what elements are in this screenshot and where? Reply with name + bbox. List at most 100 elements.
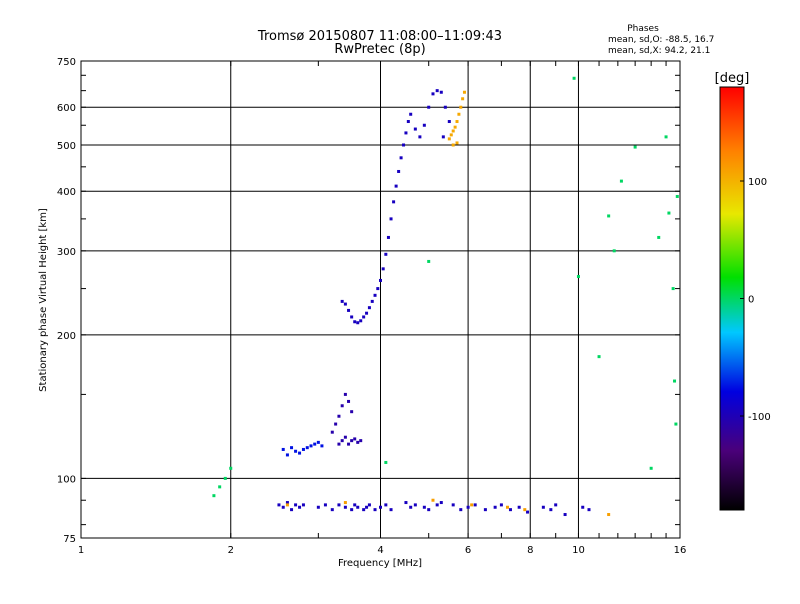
data-point	[343, 435, 347, 439]
data-point	[563, 513, 567, 517]
y-tick-labels: 75 100 200 300 400 500 600 750	[57, 57, 76, 545]
colorbar-label: [deg]	[715, 71, 750, 86]
data-point	[587, 508, 591, 512]
data-point	[422, 123, 426, 127]
data-point	[394, 184, 398, 188]
y-tick-label: 300	[57, 247, 76, 258]
x-tick-labels: 1 2 4 6 8 10 16	[78, 545, 687, 556]
data-point	[353, 320, 357, 324]
data-point	[455, 141, 459, 145]
data-point	[334, 422, 338, 426]
data-point	[657, 235, 661, 239]
data-point	[439, 501, 443, 505]
data-point	[301, 503, 305, 507]
data-point	[649, 466, 653, 470]
data-point	[447, 137, 451, 141]
data-point	[526, 510, 530, 514]
data-point	[633, 145, 637, 149]
data-point	[447, 120, 451, 124]
x-tick-label: 10	[572, 545, 585, 556]
data-point	[229, 466, 233, 470]
data-point	[376, 287, 380, 291]
data-point	[505, 505, 509, 509]
data-point	[298, 505, 302, 509]
data-point	[470, 503, 474, 507]
data-point	[409, 505, 413, 509]
y-tick-label: 750	[57, 57, 76, 68]
stats-line-x: mean, sd,X: 94.2, 21.1	[608, 46, 710, 56]
data-point	[298, 451, 302, 455]
data-point	[350, 410, 354, 414]
data-point	[392, 200, 396, 204]
colorbar-tick-label: 0	[748, 295, 754, 306]
x-axis-label: Frequency [MHz]	[338, 558, 422, 569]
data-point	[362, 508, 366, 512]
data-point	[435, 89, 439, 93]
data-point	[612, 249, 616, 253]
data-point	[576, 275, 580, 279]
data-point	[277, 503, 281, 507]
data-point	[294, 503, 298, 507]
y-tick-label: 75	[63, 534, 76, 545]
data-point	[418, 135, 422, 139]
data-point	[285, 453, 289, 457]
x-tick-label: 6	[465, 545, 471, 556]
data-point	[389, 217, 393, 221]
data-point	[337, 442, 341, 446]
data-point	[667, 211, 671, 215]
data-point	[285, 503, 289, 507]
data-point	[330, 430, 334, 434]
x-tick-label: 2	[228, 545, 234, 556]
data-point	[356, 321, 360, 325]
data-point	[431, 92, 435, 96]
data-point	[290, 446, 294, 450]
x-tick-label: 1	[78, 545, 84, 556]
data-point	[422, 505, 426, 509]
data-point	[316, 440, 320, 444]
data-point	[462, 90, 466, 94]
data-point	[413, 127, 417, 131]
data-point	[399, 156, 403, 160]
data-point	[367, 503, 371, 507]
data-point	[343, 501, 347, 505]
data-point	[340, 299, 344, 303]
data-point	[347, 308, 351, 312]
data-point	[466, 505, 470, 509]
data-point	[309, 444, 313, 448]
data-point	[379, 278, 382, 282]
data-point	[350, 508, 354, 512]
gridlines	[81, 61, 680, 538]
data-point	[305, 446, 309, 450]
data-point	[443, 105, 447, 109]
data-point	[353, 503, 357, 507]
data-point	[451, 503, 455, 507]
data-point	[671, 287, 675, 291]
data-point	[359, 319, 363, 323]
data-point	[330, 508, 334, 512]
data-point	[362, 315, 366, 319]
y-tick-label: 400	[57, 187, 76, 198]
data-point	[461, 97, 465, 101]
data-point	[459, 105, 463, 109]
data-point	[381, 267, 385, 271]
data-point	[359, 439, 363, 443]
data-point	[409, 112, 413, 116]
data-point	[281, 447, 285, 451]
data-point	[294, 449, 298, 453]
data-point	[523, 508, 527, 512]
data-point	[337, 414, 341, 418]
data-point	[373, 508, 377, 512]
data-point	[397, 169, 401, 173]
data-point	[389, 508, 393, 512]
data-points	[212, 76, 679, 517]
data-point	[384, 460, 388, 464]
data-point	[353, 437, 357, 441]
x-tick-label: 8	[527, 545, 533, 556]
data-point	[499, 503, 503, 507]
data-point	[370, 299, 374, 303]
data-point	[384, 503, 388, 507]
stats-line-o: mean, sd,O: -88.5, 16.7	[608, 35, 714, 45]
data-point	[343, 505, 347, 509]
chart-subtitle: RwPretec (8p)	[334, 42, 425, 57]
